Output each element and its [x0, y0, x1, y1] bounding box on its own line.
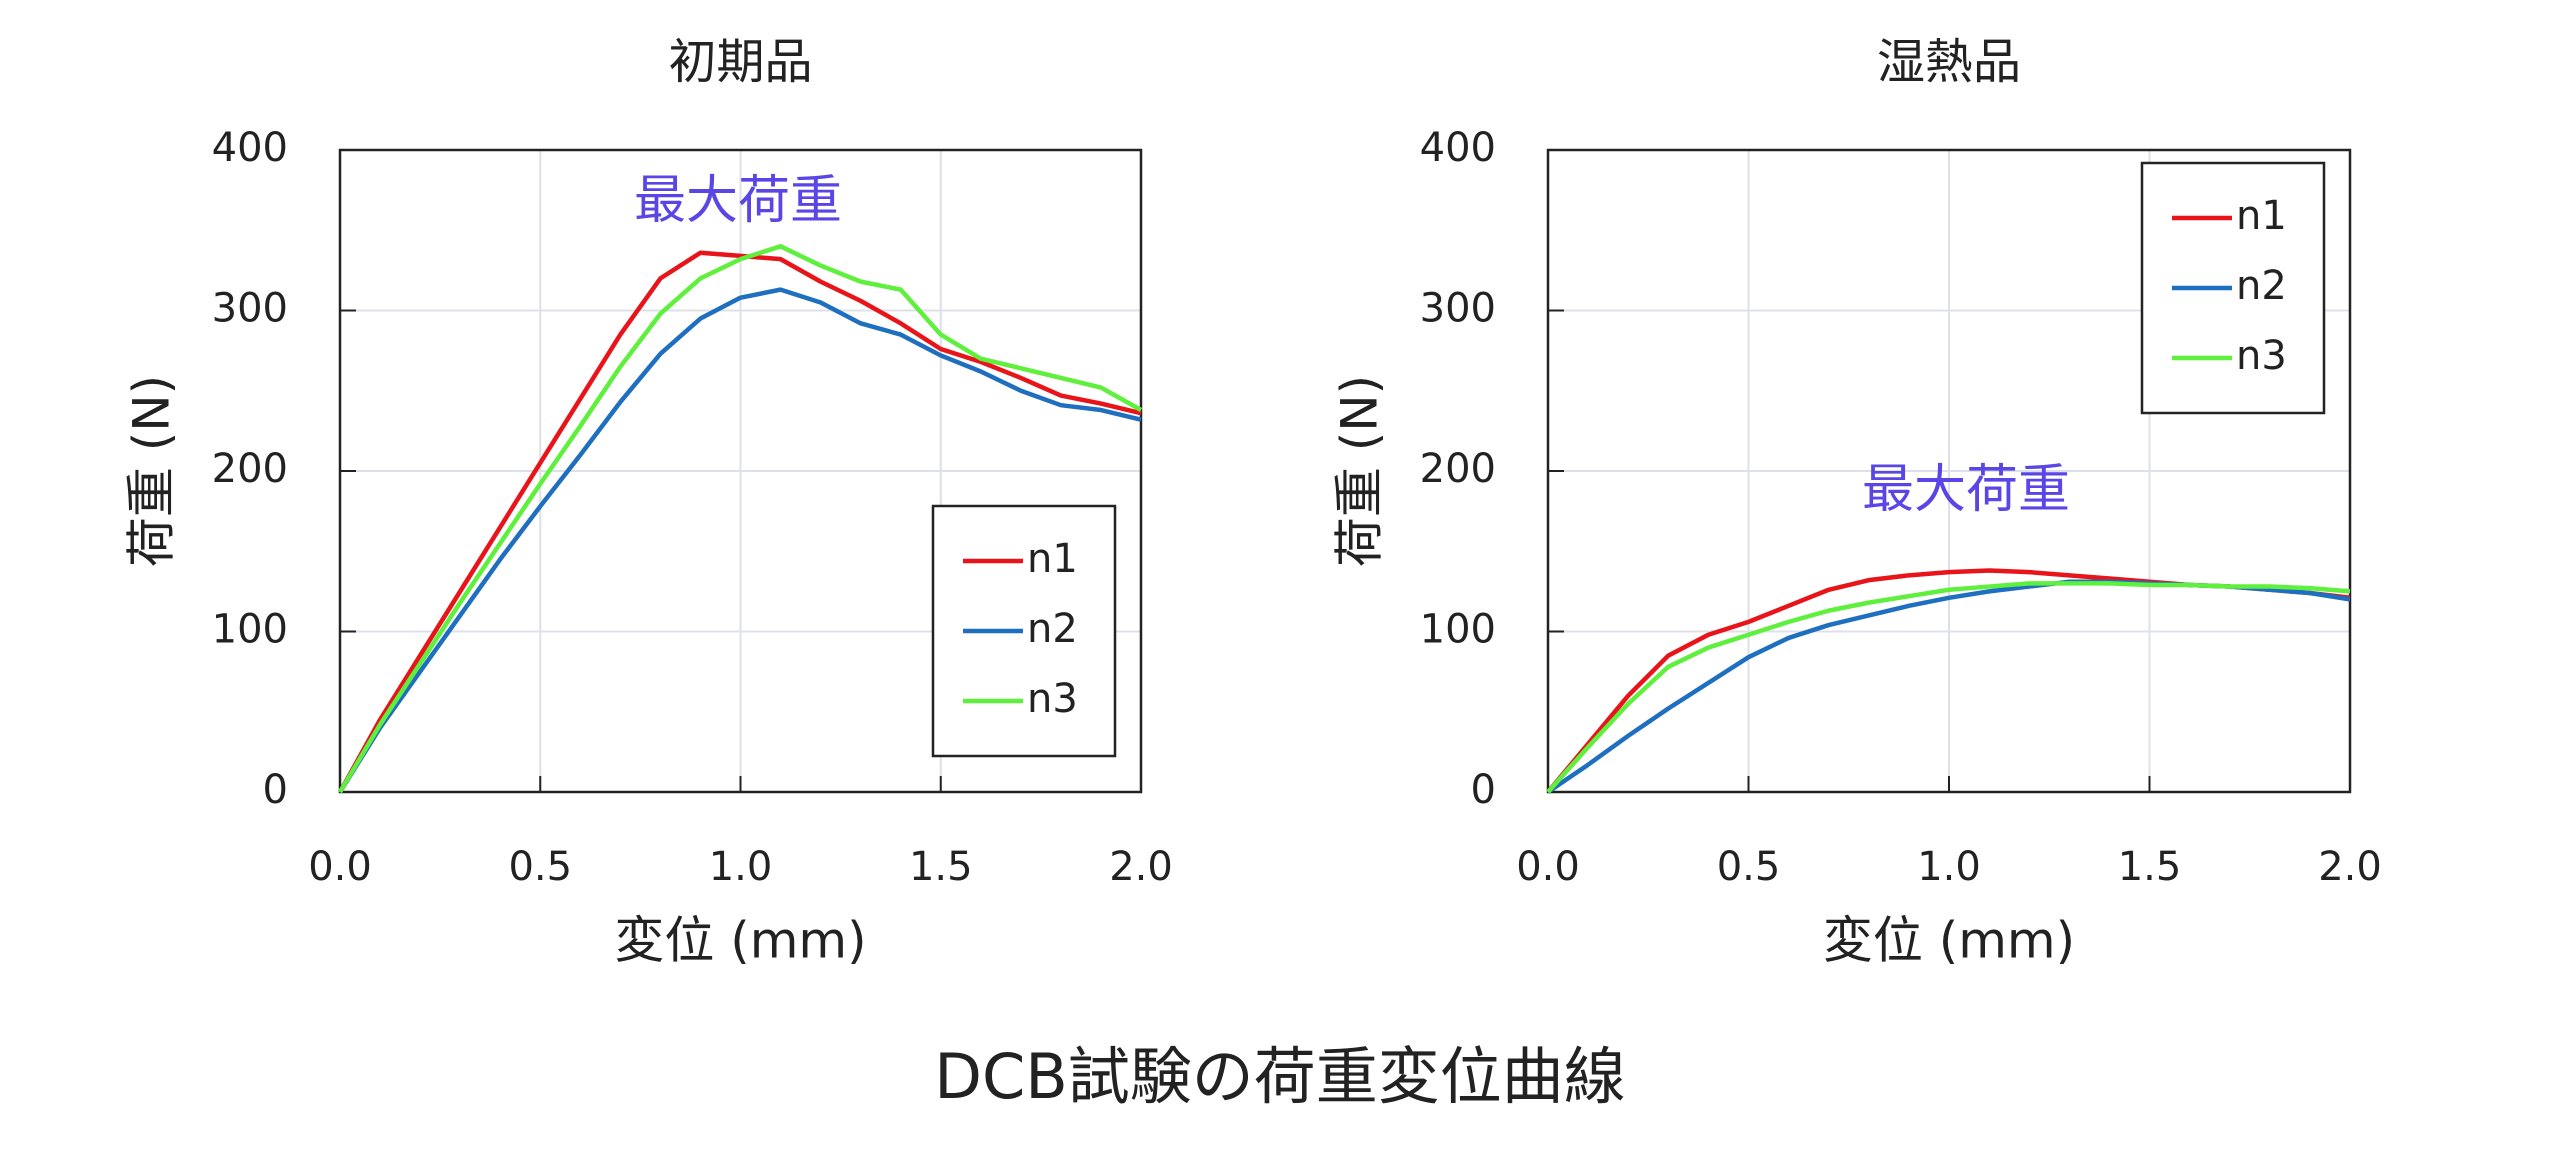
x-tick-label: 2.0	[2318, 844, 2382, 890]
y-tick-label: 200	[1420, 446, 1496, 492]
annotation: 最大荷重	[1862, 460, 2070, 520]
y-axis-label: 荷重 (N)	[1331, 375, 1389, 567]
chart: 初期品 0 100 200 300 400 0.0 0.5 1.0 1.5 2.0 変位 (mm) 荷重…	[123, 34, 1173, 970]
legend-label: n2	[2236, 263, 2287, 309]
y-tick-label: 100	[1420, 607, 1496, 653]
chart-title: 初期品	[668, 34, 812, 90]
y-tick-label: 300	[212, 286, 288, 332]
y-tick-label: 0	[1471, 767, 1496, 813]
x-tick-label: 0.5	[1717, 844, 1781, 890]
x-tick-label: 0.0	[308, 844, 372, 890]
data-line	[338, 244, 1143, 794]
chart: 湿熱品 0 100 200 300 400 0.0 0.5 1.0 1.5 2.0 変位 (mm) 荷重…	[1331, 34, 2382, 970]
legend-box	[2140, 161, 2326, 415]
x-axis-label: 変位 (mm)	[1823, 912, 2075, 970]
y-axis-label: 荷重 (N)	[123, 375, 181, 567]
y-tick-label: 400	[212, 125, 288, 171]
data-line	[338, 287, 1142, 794]
legend-box	[931, 504, 1117, 758]
x-tick-label: 1.0	[1917, 844, 1981, 890]
x-tick-label: 1.5	[2118, 844, 2182, 890]
x-tick-label: 1.0	[709, 844, 773, 890]
y-tick-label: 100	[212, 607, 288, 653]
x-tick-label: 2.0	[1109, 844, 1173, 890]
caption: DCB試験の荷重変位曲線	[934, 1040, 1626, 1113]
y-tick-label: 200	[212, 446, 288, 492]
plot-frame	[338, 148, 1143, 794]
x-tick-label: 0.0	[1516, 844, 1580, 890]
legend-label: n3	[2236, 333, 2287, 379]
legend-label: n3	[1027, 676, 1078, 722]
y-tick-label: 300	[1420, 286, 1496, 332]
y-tick-label: 400	[1420, 125, 1496, 171]
annotation: 最大荷重	[634, 171, 842, 231]
x-tick-label: 1.5	[909, 844, 973, 890]
data-line	[1546, 581, 2351, 794]
x-axis-label: 変位 (mm)	[614, 912, 866, 970]
legend-label: n1	[2236, 193, 2287, 239]
plot-frame	[1546, 148, 2352, 794]
legend-label: n2	[1027, 606, 1078, 652]
legend-label: n1	[1027, 536, 1078, 582]
x-tick-label: 0.5	[508, 844, 572, 890]
chart-title: 湿熱品	[1877, 34, 2021, 90]
data-line	[338, 250, 1142, 794]
y-tick-label: 0	[263, 767, 288, 813]
